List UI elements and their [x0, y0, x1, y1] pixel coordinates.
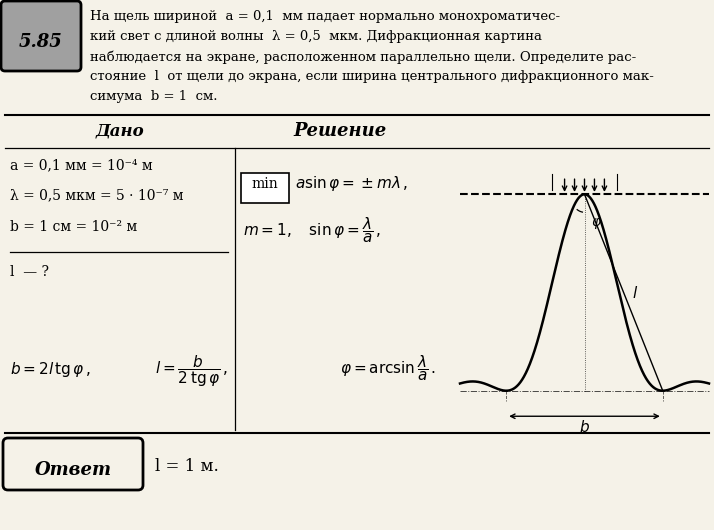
Text: $b$: $b$: [579, 419, 590, 435]
FancyBboxPatch shape: [241, 173, 289, 203]
Text: λ = 0,5 мкм = 5 · 10⁻⁷ м: λ = 0,5 мкм = 5 · 10⁻⁷ м: [10, 188, 183, 202]
Text: $\varphi$: $\varphi$: [590, 216, 602, 231]
FancyBboxPatch shape: [3, 438, 143, 490]
Text: Дано: Дано: [96, 122, 144, 139]
Text: b = 1 см = 10⁻² м: b = 1 см = 10⁻² м: [10, 220, 137, 234]
Text: наблюдается на экране, расположенном параллельно щели. Определите рас-: наблюдается на экране, расположенном пар…: [90, 50, 636, 64]
Text: $\varphi = \arcsin\dfrac{\lambda}{a}\,.$: $\varphi = \arcsin\dfrac{\lambda}{a}\,.$: [340, 353, 436, 383]
Text: Решение: Решение: [293, 122, 386, 140]
Text: Ответ: Ответ: [34, 461, 111, 479]
Text: $b = 2l\,\mathrm{tg}\,\varphi\,,$: $b = 2l\,\mathrm{tg}\,\varphi\,,$: [10, 360, 91, 379]
Text: $m=1,\quad \sin\varphi = \dfrac{\lambda}{a}\,,$: $m=1,\quad \sin\varphi = \dfrac{\lambda}…: [243, 215, 381, 245]
Text: симума  b = 1  см.: симума b = 1 см.: [90, 90, 218, 103]
Text: $l = \dfrac{b}{2\,\mathrm{tg}\,\varphi}\,,$: $l = \dfrac{b}{2\,\mathrm{tg}\,\varphi}\…: [155, 353, 228, 389]
Text: l = 1 м.: l = 1 м.: [155, 458, 218, 475]
Text: кий свет с длиной волны  λ = 0,5  мкм. Дифракционная картина: кий свет с длиной волны λ = 0,5 мкм. Диф…: [90, 30, 542, 43]
Text: стояние  l  от щели до экрана, если ширина центрального дифракционного мак-: стояние l от щели до экрана, если ширина…: [90, 70, 654, 83]
Text: На щель шириной  a = 0,1  мм падает нормально монохроматичес-: На щель шириной a = 0,1 мм падает нормал…: [90, 10, 560, 23]
Text: l  — ?: l — ?: [10, 265, 49, 279]
Text: 5.85: 5.85: [19, 33, 63, 51]
Text: min: min: [251, 177, 278, 191]
Text: a = 0,1 мм = 10⁻⁴ м: a = 0,1 мм = 10⁻⁴ м: [10, 158, 153, 172]
Text: $a\sin\varphi = \pm m\lambda\,,$: $a\sin\varphi = \pm m\lambda\,,$: [295, 174, 408, 193]
FancyBboxPatch shape: [1, 1, 81, 71]
Text: $l$: $l$: [632, 285, 638, 301]
